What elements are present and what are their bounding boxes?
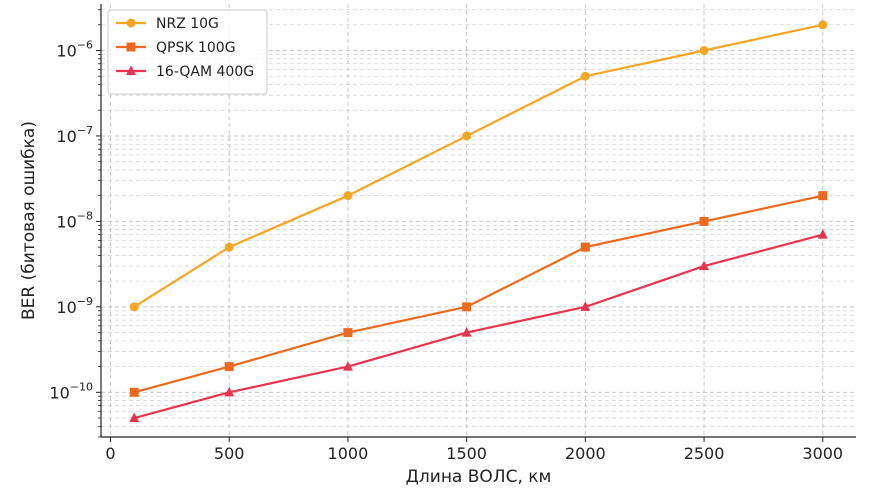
y-tick-label: 10−7 <box>56 124 93 146</box>
legend-label: 16-QAM 400G <box>156 64 254 80</box>
legend-item-16-qam-400g: 16-QAM 400G <box>116 64 254 80</box>
data-point-nrz-10g <box>343 191 353 201</box>
y-tick-exponent: −7 <box>77 124 93 137</box>
x-tick-label: 1000 <box>328 444 369 463</box>
series-line-16-qam-400g <box>133 233 824 420</box>
data-point-16-qam-400g <box>224 386 235 397</box>
x-tick-label: 3000 <box>802 444 843 463</box>
x-tick-label: 1500 <box>446 444 487 463</box>
y-tick-exponent: −9 <box>77 295 93 308</box>
x-tick-label: 2500 <box>684 444 725 463</box>
data-point-16-qam-400g <box>461 327 472 337</box>
data-point-nrz-10g <box>818 20 828 30</box>
y-tick-mantissa: 10 <box>56 41 76 60</box>
data-point-qpsk-100g <box>224 362 234 372</box>
x-tick-label: 500 <box>214 444 245 463</box>
x-tick-label: 0 <box>105 444 115 463</box>
data-point-nrz-10g <box>462 131 472 141</box>
y-tick-exponent: −8 <box>77 209 93 222</box>
legend-marker <box>126 65 136 75</box>
y-tick-exponent: −10 <box>70 380 93 393</box>
data-point-qpsk-100g <box>462 302 472 312</box>
data-point-nrz-10g <box>580 71 590 81</box>
data-point-16-qam-400g <box>129 412 140 423</box>
series-nrz-10g <box>129 20 828 312</box>
data-point-qpsk-100g <box>699 216 709 226</box>
legend-item-qpsk-100g: QPSK 100G <box>116 40 236 56</box>
data-point-qpsk-100g <box>129 387 139 397</box>
y-tick-mantissa: 10 <box>56 212 76 231</box>
y-tick-label: 10−6 <box>56 38 93 60</box>
series-16-qam-400g <box>129 229 828 423</box>
data-point-nrz-10g <box>129 302 139 312</box>
y-tick-label: 10−9 <box>56 295 93 317</box>
y-tick-mantissa: 10 <box>49 383 69 402</box>
data-point-16-qam-400g <box>817 229 828 239</box>
data-point-16-qam-400g <box>699 260 710 271</box>
data-point-qpsk-100g <box>580 242 590 252</box>
legend-label: NRZ 10G <box>156 16 219 32</box>
legend-item-nrz-10g: NRZ 10G <box>116 16 219 32</box>
legend-box <box>107 9 268 95</box>
y-axis-label: BER (битовая ошибка) <box>19 121 39 320</box>
data-point-qpsk-100g <box>343 328 353 338</box>
legend-label: QPSK 100G <box>156 40 236 56</box>
series-qpsk-100g <box>129 191 828 397</box>
data-point-16-qam-400g <box>580 301 591 311</box>
y-tick-mantissa: 10 <box>56 127 76 146</box>
x-tick-label: 2000 <box>565 444 606 463</box>
x-axis-label: Длина ВОЛС, км <box>406 467 552 487</box>
legend-marker <box>126 18 136 28</box>
axes <box>96 4 856 442</box>
data-point-qpsk-100g <box>818 191 828 201</box>
legend: NRZ 10G QPSK 100G 16-QAM 400G <box>107 9 268 95</box>
series-layer <box>129 20 828 423</box>
y-tick-exponent: −6 <box>77 38 93 51</box>
data-point-nrz-10g <box>224 242 234 252</box>
y-tick-mantissa: 10 <box>56 298 76 317</box>
y-tick-label: 10−8 <box>56 209 93 231</box>
legend-marker <box>126 42 136 52</box>
data-point-16-qam-400g <box>342 361 353 371</box>
y-tick-label: 10−10 <box>49 380 93 402</box>
data-point-nrz-10g <box>699 45 709 55</box>
